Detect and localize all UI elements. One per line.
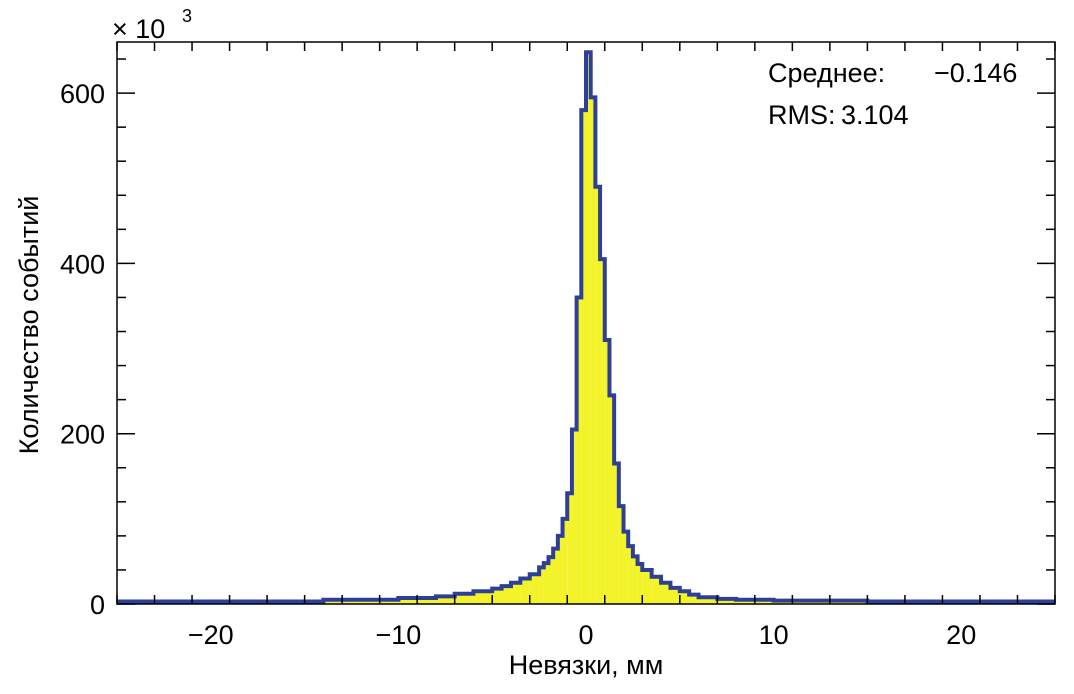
histogram-outline-layer [117, 50, 1055, 604]
histogram-bin [473, 591, 493, 604]
y-tick-label: 200 [60, 420, 105, 450]
rms-label: RMS: [768, 100, 836, 130]
histogram-bin [510, 582, 521, 604]
histogram-outline [117, 50, 1055, 604]
histogram-bin [698, 597, 718, 604]
histogram-bin [689, 594, 699, 604]
x-tick-label: 10 [759, 620, 789, 650]
histogram-bin [520, 578, 530, 604]
histogram-bin [670, 587, 680, 604]
x-axis-tick-labels: −20 −10 0 10 20 [188, 620, 976, 650]
histogram-bin [600, 259, 605, 604]
histogram-bin [632, 556, 638, 604]
y-tick-label: 600 [60, 79, 105, 109]
x-axis-ticks [116, 42, 1056, 604]
x-tick-label: −10 [375, 620, 421, 650]
y-axis-tick-labels: 0 200 400 600 [60, 79, 105, 620]
histogram-bin [614, 463, 619, 604]
histogram-bin [435, 596, 455, 604]
histogram-bin [651, 576, 662, 604]
histogram-bin [501, 586, 511, 604]
y-tick-label: 0 [90, 590, 105, 620]
histogram-bin [717, 598, 737, 604]
histogram-bin [323, 599, 399, 604]
x-tick-label: −20 [188, 620, 234, 650]
x-tick-label: 20 [946, 620, 976, 650]
mean-label: Среднее: [768, 58, 885, 88]
y-multiplier: × 10 3 [112, 6, 192, 44]
histogram-bin [581, 110, 586, 604]
histogram-bin [543, 563, 549, 604]
y-multiplier-label: × 10 [112, 14, 165, 44]
y-axis-ticks [117, 58, 1055, 605]
histogram-bin [553, 548, 558, 604]
histogram-bin [548, 557, 554, 604]
y-axis-title: Количество событий [14, 196, 44, 455]
rms-value: 3.104 [841, 100, 909, 130]
histogram-bin [586, 52, 591, 604]
histogram-bin [609, 395, 615, 604]
histogram-bin [571, 429, 577, 604]
histogram-bin [576, 297, 582, 604]
histogram-bin [492, 588, 502, 604]
histogram-bin [618, 506, 624, 604]
histogram-bin [637, 563, 643, 604]
histogram-bin [562, 518, 568, 604]
x-tick-label: 0 [578, 620, 593, 650]
histogram-bin [539, 567, 544, 604]
histogram-bin [557, 535, 563, 604]
histogram-bin [679, 591, 690, 604]
histogram-bin [567, 493, 572, 604]
histogram-bin [628, 546, 633, 604]
histogram-bin [623, 531, 629, 604]
y-multiplier-exponent: 3 [182, 6, 192, 26]
mean-value: −0.146 [934, 58, 1017, 88]
histogram-bin [454, 593, 474, 604]
histogram-bin [661, 582, 671, 604]
histogram-fill-layer [117, 52, 1055, 605]
histogram-bin [595, 186, 601, 604]
histogram-bin [642, 569, 652, 604]
histogram-bin [590, 97, 596, 605]
histogram-bin [604, 340, 610, 604]
stats-box: Среднее: −0.146 RMS: 3.104 [768, 58, 1017, 130]
plot-frame [116, 41, 1056, 605]
y-tick-label: 400 [60, 249, 105, 279]
histogram-bin [529, 574, 540, 604]
x-axis-title: Невязки, мм [509, 650, 664, 680]
